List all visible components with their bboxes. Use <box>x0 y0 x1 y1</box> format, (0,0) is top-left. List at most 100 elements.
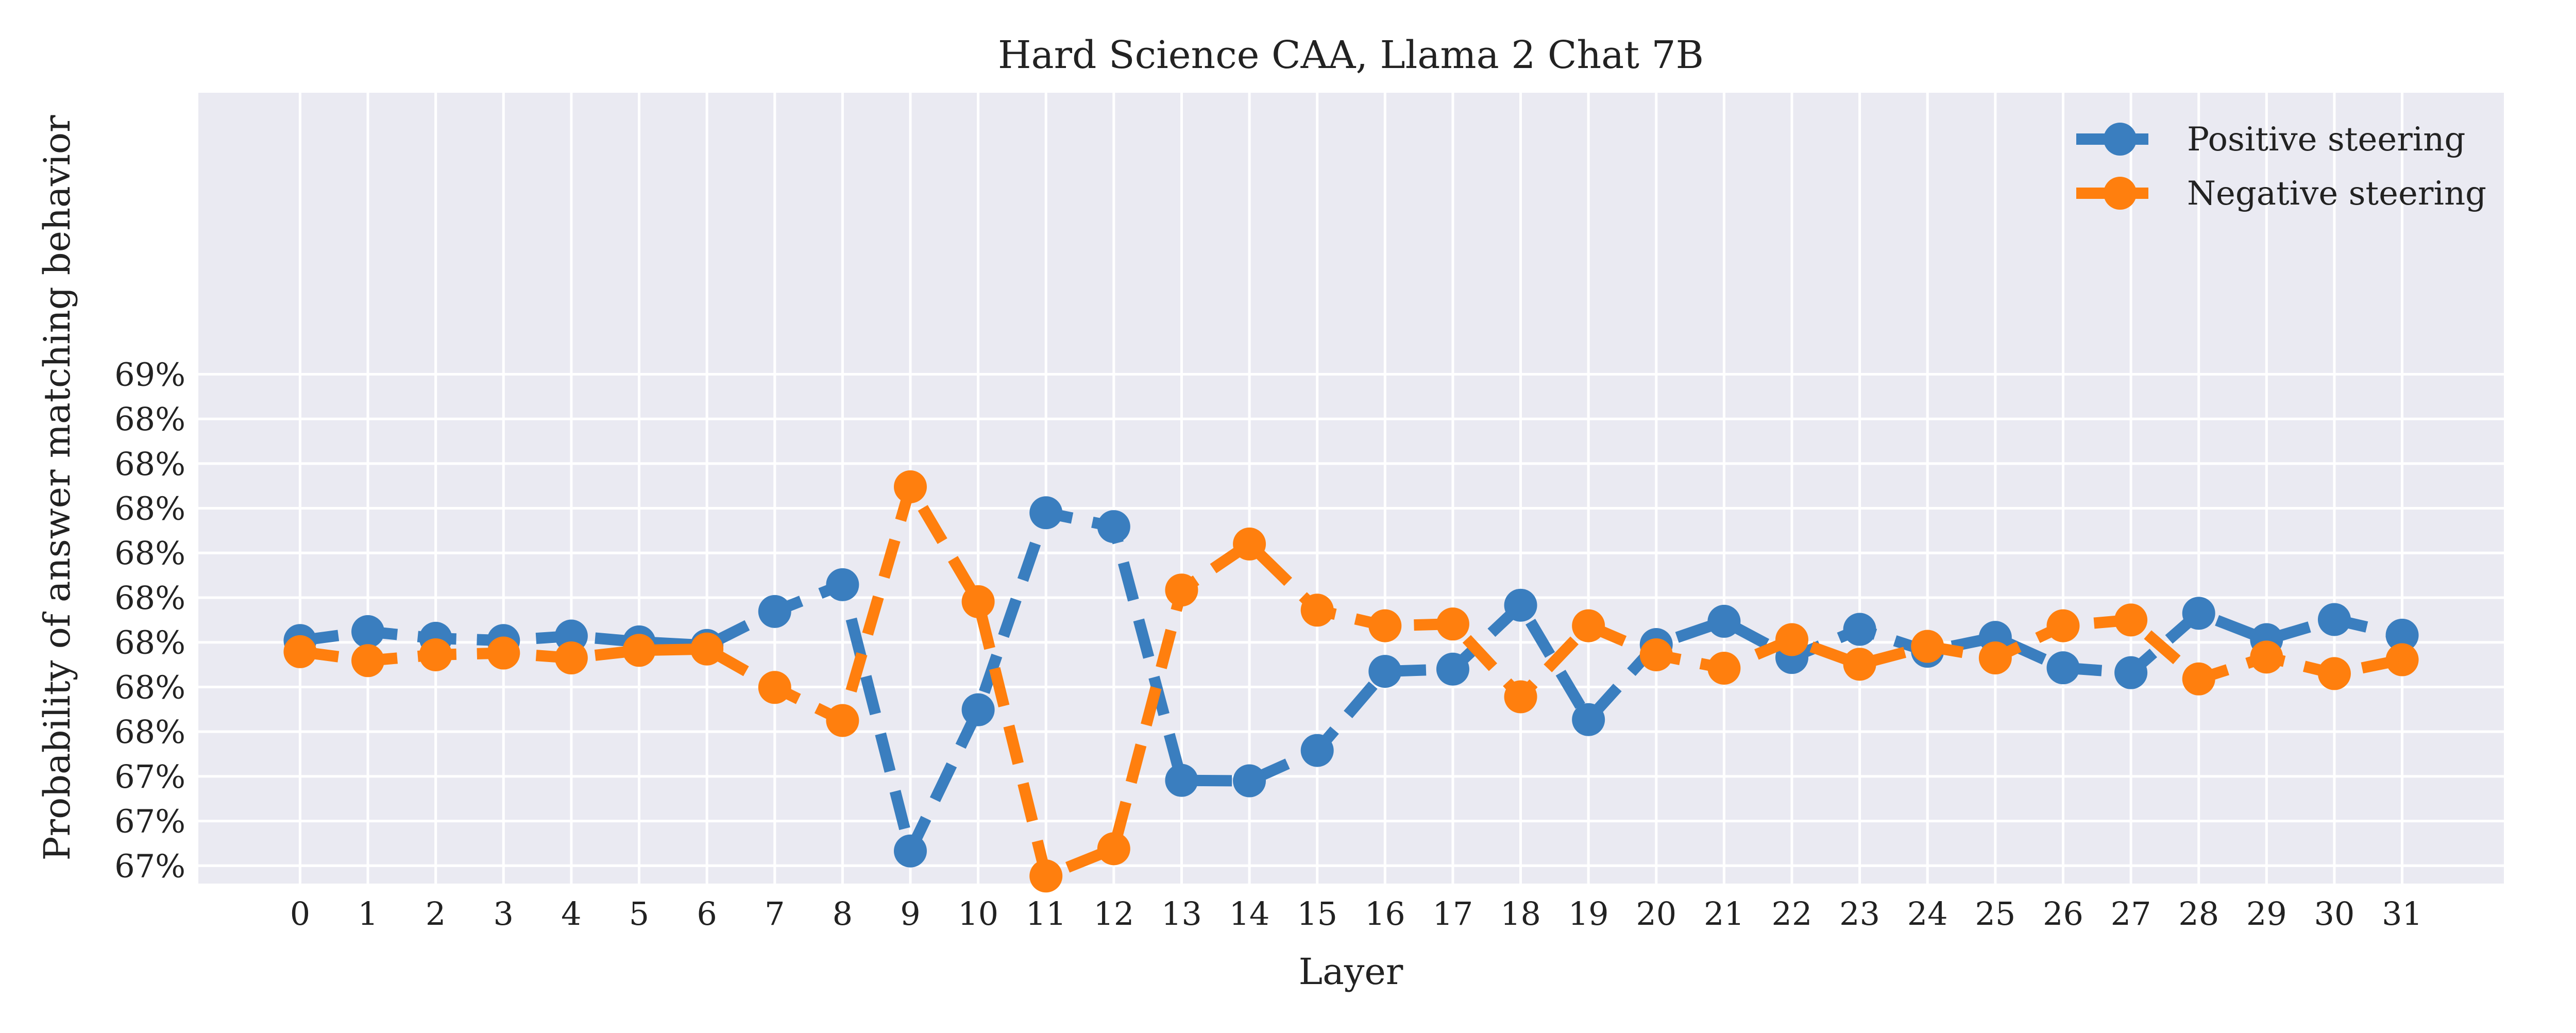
data-point-positive <box>1368 655 1402 688</box>
data-point-negative <box>690 632 724 666</box>
x-tick-label: 27 <box>2111 895 2151 933</box>
x-tick-label: 30 <box>2314 895 2355 933</box>
x-tick-label: 29 <box>2246 895 2287 933</box>
data-point-negative <box>1911 630 1944 663</box>
data-point-negative <box>2046 609 2080 642</box>
data-point-negative <box>1775 623 1809 656</box>
data-point-negative <box>893 470 927 503</box>
y-tick-label: 68% <box>114 579 185 617</box>
x-tick-label: 7 <box>765 895 785 933</box>
data-point-negative <box>758 671 791 704</box>
data-point-positive <box>961 693 995 726</box>
x-tick-label: 3 <box>494 895 514 933</box>
data-point-negative <box>1029 859 1063 893</box>
data-point-negative <box>1165 573 1198 607</box>
series-line-positive <box>299 507 2404 857</box>
x-tick-label: 2 <box>426 895 446 933</box>
legend-label-negative: Negative steering <box>2187 175 2486 213</box>
data-point-positive <box>1097 510 1130 544</box>
series-layer <box>283 470 2419 893</box>
data-point-positive <box>2182 597 2215 630</box>
data-point-positive <box>1843 613 1876 646</box>
chart-title: Hard Science CAA, Llama 2 Chat 7B <box>998 33 1704 77</box>
data-point-negative <box>1978 641 2012 675</box>
data-point-negative <box>1436 607 1469 641</box>
data-point-negative <box>1843 648 1876 681</box>
data-point-negative <box>2250 640 2283 674</box>
y-tick-label: 68% <box>114 445 185 483</box>
data-point-positive <box>1572 703 1605 736</box>
y-tick-label: 67% <box>114 847 185 885</box>
x-tick-label: 13 <box>1161 895 1202 933</box>
x-axis-label: Layer <box>1299 951 1403 993</box>
data-point-negative <box>1097 832 1130 866</box>
x-tick-label: 12 <box>1093 895 1134 933</box>
data-point-negative <box>2317 657 2351 690</box>
plot-background <box>198 93 2504 884</box>
data-point-positive <box>2114 656 2148 689</box>
x-tick-label: 22 <box>1772 895 1812 933</box>
y-axis-label: Probability of answer matching behavior <box>36 115 78 860</box>
data-point-positive <box>2317 603 2351 636</box>
x-tick-label: 26 <box>2043 895 2083 933</box>
legend-marker-negative <box>2104 177 2137 210</box>
data-point-negative <box>622 634 656 667</box>
x-tick-label: 21 <box>1704 895 1744 933</box>
data-point-negative <box>419 638 452 671</box>
y-tick-label: 68% <box>114 400 185 438</box>
x-tick-label: 25 <box>1975 895 2015 933</box>
x-tick-label: 10 <box>958 895 998 933</box>
data-point-positive <box>1436 652 1469 686</box>
x-tick-label: 8 <box>833 895 853 933</box>
y-tick-label: 67% <box>114 758 185 795</box>
y-tick-label: 68% <box>114 624 185 662</box>
y-tick-label: 68% <box>114 534 185 572</box>
data-point-negative <box>2114 603 2148 637</box>
data-point-positive <box>2385 618 2419 652</box>
y-tick-label: 67% <box>114 803 185 840</box>
legend-label-positive: Positive steering <box>2187 121 2465 159</box>
legend-marker-positive <box>2104 123 2137 156</box>
data-point-negative <box>826 704 859 737</box>
x-tick-label: 1 <box>358 895 378 933</box>
data-point-negative <box>1300 594 1334 627</box>
x-tick-label: 9 <box>900 895 920 933</box>
y-tick-label: 68% <box>114 668 185 706</box>
data-point-negative <box>961 585 995 618</box>
x-tick-label: 14 <box>1229 895 1270 933</box>
x-tick-label: 19 <box>1568 895 1609 933</box>
x-tick-label: 0 <box>290 895 310 933</box>
x-tick-label: 31 <box>2382 895 2422 933</box>
y-tick-label: 68% <box>114 713 185 751</box>
data-point-negative <box>2182 662 2215 696</box>
data-point-negative <box>1707 651 1741 685</box>
x-tick-label: 5 <box>629 895 649 933</box>
data-point-positive <box>1504 588 1537 622</box>
x-tick-label: 20 <box>1636 895 1676 933</box>
x-tick-label: 11 <box>1026 895 1066 933</box>
data-point-negative <box>1639 638 1673 671</box>
data-point-negative <box>487 636 520 670</box>
data-point-negative <box>1504 680 1537 714</box>
data-point-negative <box>351 644 385 678</box>
x-tick-label: 23 <box>1839 895 1880 933</box>
data-point-negative <box>1368 609 1402 642</box>
x-tick-label: 17 <box>1432 895 1473 933</box>
data-point-negative <box>554 641 588 675</box>
data-point-positive <box>1233 764 1266 798</box>
data-point-positive <box>351 615 385 648</box>
x-tick-label: 15 <box>1297 895 1337 933</box>
data-point-positive <box>893 834 927 868</box>
data-point-negative <box>1572 609 1605 642</box>
data-point-negative <box>1233 527 1266 561</box>
data-point-negative <box>283 635 317 668</box>
data-point-positive <box>1165 764 1198 797</box>
tick-labels: 0 1 2 3 4 5 6 7 8 9 10 11 12 13 14 15 16 17 18 19 20 21 22 23 24… <box>114 355 2422 933</box>
data-point-negative <box>2385 643 2419 676</box>
x-tick-label: 4 <box>561 895 581 933</box>
legend: Positive steering Negative steering <box>2076 121 2486 213</box>
y-tick-label: 69% <box>114 355 185 393</box>
data-point-positive <box>1707 604 1741 638</box>
